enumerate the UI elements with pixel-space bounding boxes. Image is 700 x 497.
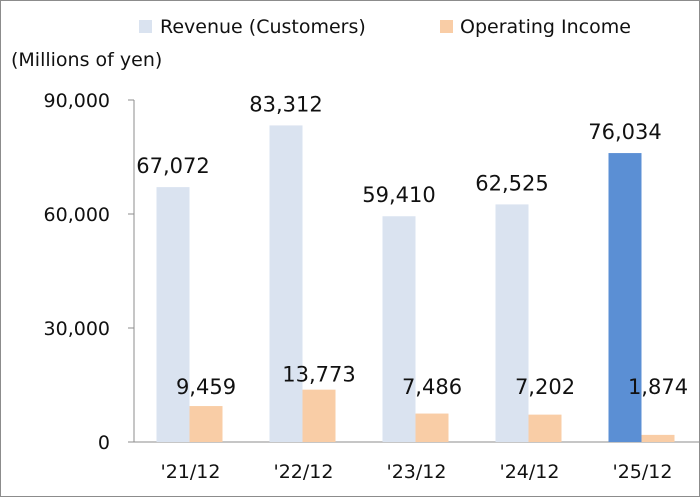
bar-operating-income (415, 413, 449, 442)
bar-operating-income (641, 434, 675, 442)
data-label-operating-income: 1,874 (628, 375, 688, 399)
x-tick-label: '23/12 (387, 461, 447, 483)
x-tick-label: '22/12 (274, 461, 334, 483)
bar-revenue (156, 187, 190, 442)
x-tick-label: '21/12 (161, 461, 221, 483)
y-axis-ticks: 0 30,000 60,000 90,000 (44, 90, 134, 454)
x-axis-labels: '21/12 '22/12 '23/12 '24/12 '25/12 (161, 461, 673, 483)
bar-operating-income (302, 389, 336, 442)
y-tick-label: 60,000 (44, 204, 110, 226)
data-label-revenue: 83,312 (249, 92, 322, 116)
bar-revenue (608, 153, 642, 442)
legend-swatch-operating-income (440, 20, 453, 33)
data-label-operating-income: 13,773 (282, 363, 355, 387)
bar-revenue (382, 216, 416, 442)
legend-label-operating-income: Operating Income (460, 16, 631, 38)
data-label-revenue: 62,525 (475, 171, 548, 195)
bar-revenue (269, 125, 303, 442)
bar-operating-income (189, 406, 223, 442)
bars: 67,072 9,459 83,312 13,773 59,410 7,486 62,525… (136, 92, 688, 442)
data-label-operating-income: 9,459 (176, 375, 236, 399)
data-label-revenue: 76,034 (588, 120, 661, 144)
y-axis-unit-label: (Millions of yen) (11, 49, 162, 71)
y-tick-label: 0 (98, 432, 110, 454)
legend-label-revenue: Revenue (Customers) (160, 16, 366, 38)
bar-revenue (495, 204, 529, 442)
bar-operating-income (528, 414, 562, 442)
x-tick-label: '24/12 (500, 461, 560, 483)
x-tick-label: '25/12 (613, 461, 673, 483)
legend-swatch-revenue (139, 20, 152, 33)
data-label-operating-income: 7,202 (515, 375, 575, 399)
data-label-revenue: 59,410 (362, 183, 435, 207)
legend: Revenue (Customers) Operating Income (139, 16, 631, 38)
y-tick-label: 90,000 (44, 90, 110, 112)
data-label-operating-income: 7,486 (402, 375, 462, 399)
y-tick-label: 30,000 (44, 318, 110, 340)
data-label-revenue: 67,072 (136, 154, 209, 178)
